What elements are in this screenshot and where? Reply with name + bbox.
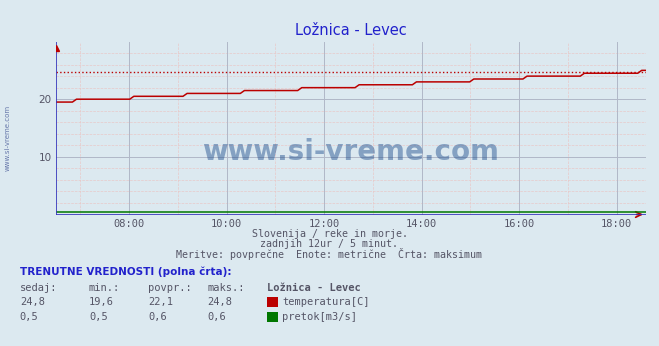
Text: www.si-vreme.com: www.si-vreme.com (202, 138, 500, 166)
Text: maks.:: maks.: (208, 283, 245, 293)
Text: 24,8: 24,8 (208, 297, 233, 307)
Text: 0,6: 0,6 (208, 312, 226, 322)
Text: povpr.:: povpr.: (148, 283, 192, 293)
Text: 0,5: 0,5 (20, 312, 38, 322)
Text: Meritve: povprečne  Enote: metrične  Črta: maksimum: Meritve: povprečne Enote: metrične Črta:… (177, 248, 482, 260)
Text: 22,1: 22,1 (148, 297, 173, 307)
Text: Slovenija / reke in morje.: Slovenija / reke in morje. (252, 229, 407, 239)
Text: 0,6: 0,6 (148, 312, 167, 322)
Text: 24,8: 24,8 (20, 297, 45, 307)
Text: min.:: min.: (89, 283, 120, 293)
Text: temperatura[C]: temperatura[C] (282, 297, 370, 307)
Text: TRENUTNE VREDNOSTI (polna črta):: TRENUTNE VREDNOSTI (polna črta): (20, 266, 231, 277)
Title: Ložnica - Levec: Ložnica - Levec (295, 22, 407, 38)
Text: pretok[m3/s]: pretok[m3/s] (282, 312, 357, 322)
Text: zadnjih 12ur / 5 minut.: zadnjih 12ur / 5 minut. (260, 239, 399, 249)
Text: sedaj:: sedaj: (20, 283, 57, 293)
Text: Ložnica - Levec: Ložnica - Levec (267, 283, 360, 293)
Text: www.si-vreme.com: www.si-vreme.com (4, 105, 11, 172)
Text: 19,6: 19,6 (89, 297, 114, 307)
Text: 0,5: 0,5 (89, 312, 107, 322)
